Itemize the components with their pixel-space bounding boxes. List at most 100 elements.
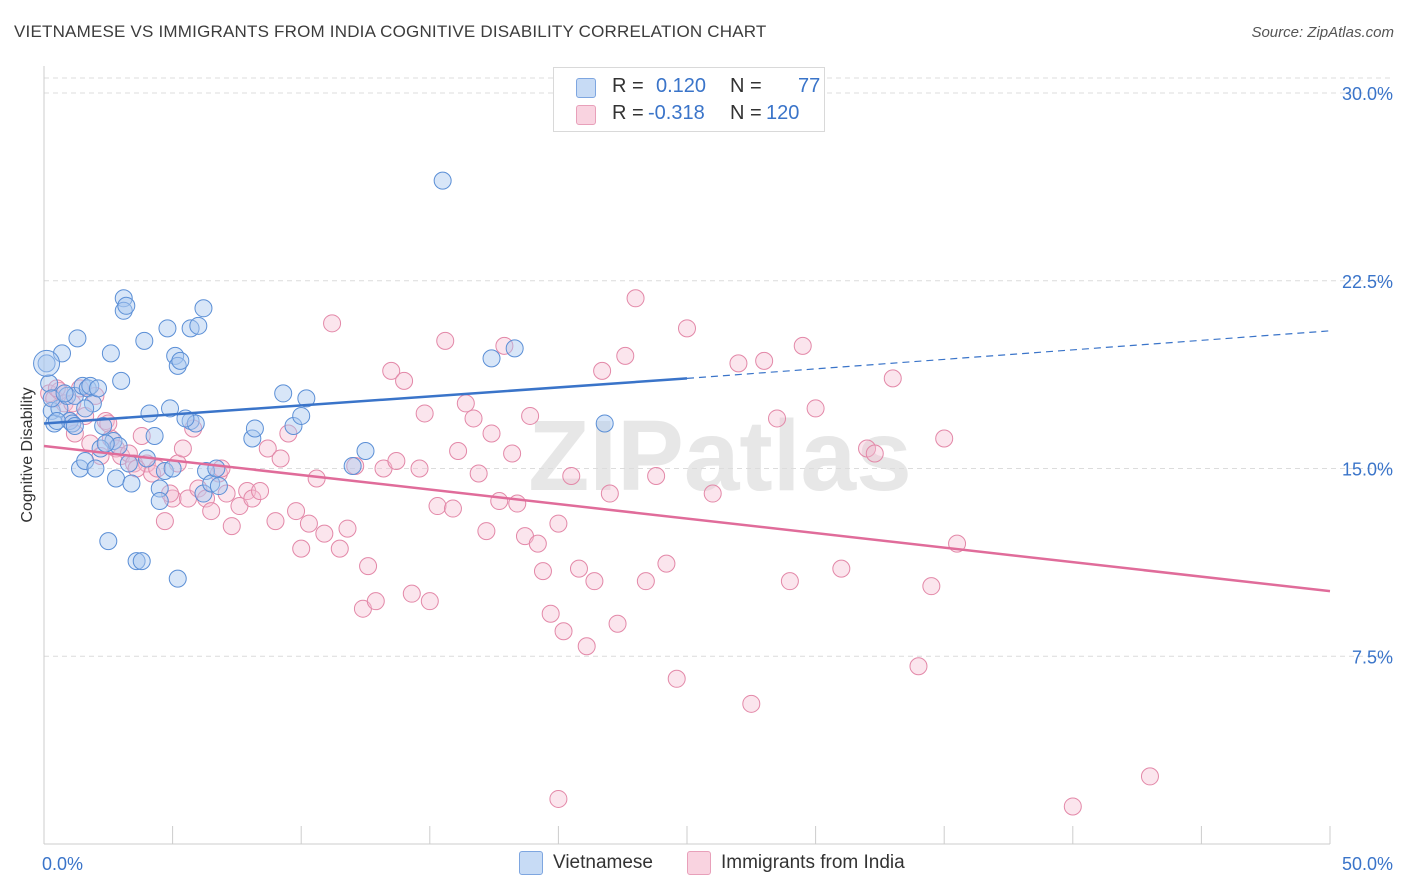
r-value: 0.120: [656, 75, 707, 97]
india-point: [935, 429, 954, 448]
gridlines: [44, 77, 1392, 657]
vietnamese-point: [94, 416, 113, 435]
vietnamese-point: [68, 329, 87, 348]
india-point: [410, 459, 429, 478]
india-point: [742, 694, 761, 713]
india-point: [495, 336, 514, 355]
vietnamese-points: [33, 171, 614, 588]
india-point: [593, 361, 612, 380]
vietnamese-point: [194, 484, 213, 503]
n-value: 120: [766, 102, 800, 124]
vietnamese-point: [274, 384, 293, 403]
n-value: 77: [798, 75, 821, 97]
india-point: [793, 336, 812, 355]
india-points: [40, 289, 1159, 816]
india-point: [251, 482, 270, 501]
india-point: [667, 669, 686, 688]
vietnamese-point: [107, 469, 126, 488]
vietnamese-point: [122, 474, 141, 493]
india-point: [533, 562, 552, 581]
vietnamese-point: [245, 419, 264, 438]
india-point: [359, 557, 378, 576]
vietnamese-point: [132, 552, 151, 571]
vietnamese-point: [150, 492, 169, 511]
india-point: [415, 404, 434, 423]
india-point: [1140, 767, 1159, 786]
y-tick-label: 7.5%: [1352, 647, 1393, 667]
legend-vietnamese: Vietnamese: [519, 851, 653, 875]
india-point: [585, 572, 604, 591]
india-point: [387, 452, 406, 470]
india-point: [222, 517, 241, 536]
india-point: [577, 637, 596, 656]
vietnamese-point: [101, 344, 120, 363]
r-label: R =: [612, 75, 644, 97]
legend-swatch-pink: [576, 105, 596, 125]
vietnamese-point: [96, 434, 115, 453]
india-point: [569, 559, 588, 578]
india-point: [173, 439, 192, 458]
r-value: -0.318: [648, 102, 705, 124]
vietnamese-point: [189, 316, 208, 335]
vietnamese-point: [40, 374, 59, 393]
legend-vietnamese-label: Vietnamese: [553, 852, 653, 874]
india-point: [806, 399, 825, 418]
india-point: [258, 439, 277, 458]
vietnamese-point: [186, 414, 205, 433]
india-point: [600, 484, 619, 503]
vietnamese-point: [76, 452, 95, 470]
vietnamese-point: [433, 171, 452, 190]
legend-swatch-blue: [519, 851, 543, 875]
r-label: R =: [612, 102, 644, 124]
india-point: [1063, 797, 1082, 816]
x-tick-label: 50.0%: [1342, 854, 1393, 874]
india-point: [477, 522, 496, 541]
india-point: [883, 369, 902, 388]
india-point: [922, 577, 941, 596]
india-point: [647, 467, 666, 486]
india-point: [768, 409, 787, 428]
y-tick-label: 22.5%: [1342, 272, 1393, 292]
vietnamese-point: [356, 441, 375, 460]
vietnamese-point: [161, 399, 180, 418]
vietnamese-point: [158, 319, 177, 338]
chart-title: VIETNAMESE VS IMMIGRANTS FROM INDIA COGN…: [14, 22, 767, 41]
watermark: ZIPatlas: [528, 400, 912, 512]
india-point: [832, 559, 851, 578]
vietnamese-point: [37, 354, 56, 373]
india-point: [449, 441, 468, 460]
india-point: [330, 539, 349, 558]
india-point: [456, 394, 475, 413]
vietnamese-point: [145, 426, 164, 445]
y-tick-label: 30.0%: [1342, 84, 1393, 104]
india-point: [549, 789, 568, 808]
vietnamese-point: [112, 371, 131, 390]
india-point: [636, 572, 655, 591]
india-point: [562, 467, 581, 486]
vietnamese-trend-extension: [686, 330, 1331, 379]
vietnamese-point: [284, 416, 303, 435]
vietnamese-point: [55, 384, 74, 403]
legend-india: Immigrants from India: [687, 851, 905, 875]
vietnamese-point: [119, 454, 138, 473]
india-point: [678, 319, 696, 338]
india-point: [292, 539, 311, 558]
india-point: [490, 492, 509, 511]
india-point: [217, 484, 236, 503]
india-point: [155, 512, 174, 531]
india-point: [266, 512, 285, 531]
india-point: [464, 409, 483, 428]
india-point: [382, 361, 401, 380]
n-label: N =: [730, 102, 762, 124]
india-point: [528, 534, 547, 553]
india-point: [243, 489, 262, 508]
n-label: N =: [730, 75, 762, 97]
vietnamese-point: [595, 414, 614, 433]
legend-india-label: Immigrants from India: [721, 852, 905, 874]
india-point: [521, 406, 540, 425]
trend-lines: [43, 330, 1331, 593]
india-point: [299, 514, 318, 533]
india-point: [395, 371, 414, 390]
india-point: [729, 354, 748, 373]
vietnamese-point: [194, 299, 213, 318]
